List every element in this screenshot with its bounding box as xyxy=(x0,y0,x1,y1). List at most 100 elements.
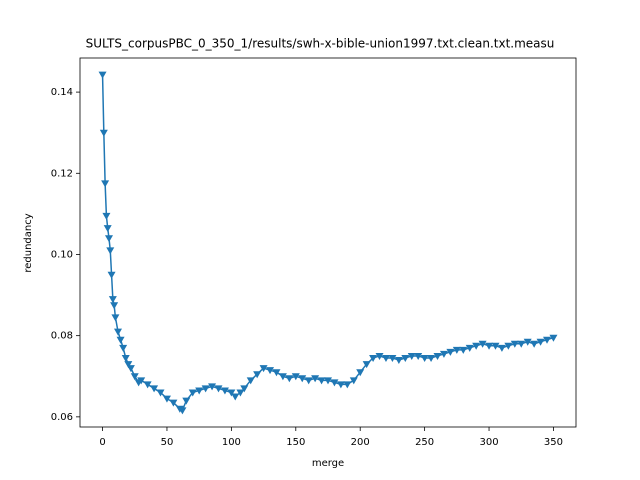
marker xyxy=(459,346,468,354)
marker xyxy=(130,373,139,381)
marker xyxy=(446,348,455,356)
marker xyxy=(111,314,120,322)
marker xyxy=(510,340,519,348)
marker xyxy=(517,340,526,348)
chart-title: SULTS_corpusPBC_0_350_1/results/swh-x-bi… xyxy=(86,37,555,51)
marker xyxy=(394,357,403,365)
marker xyxy=(324,377,332,385)
marker xyxy=(420,354,429,362)
marker xyxy=(369,354,378,362)
marker xyxy=(162,395,171,403)
x-tick-label: 300 xyxy=(479,437,498,448)
marker xyxy=(285,375,294,383)
marker xyxy=(478,340,487,348)
marker xyxy=(472,342,481,350)
marker xyxy=(231,393,240,401)
marker xyxy=(311,375,320,383)
marker xyxy=(266,367,275,375)
marker xyxy=(121,354,130,362)
marker xyxy=(106,247,115,255)
marker xyxy=(182,397,191,405)
marker xyxy=(124,361,133,369)
marker xyxy=(362,361,371,369)
marker xyxy=(452,346,461,354)
marker xyxy=(110,302,119,310)
y-tick-label: 0.12 xyxy=(51,168,73,179)
y-tick-label: 0.14 xyxy=(51,87,73,98)
marker xyxy=(304,377,313,385)
y-tick-label: 0.06 xyxy=(51,412,73,423)
marker xyxy=(214,385,223,393)
plot-frame xyxy=(79,57,577,428)
marker xyxy=(240,385,249,393)
marker xyxy=(530,340,539,348)
marker xyxy=(178,407,187,415)
marker xyxy=(236,389,245,397)
marker xyxy=(99,129,108,137)
marker xyxy=(549,334,558,342)
marker xyxy=(169,399,178,407)
marker xyxy=(102,212,111,220)
marker xyxy=(414,352,423,360)
marker xyxy=(188,389,197,397)
marker xyxy=(330,379,339,387)
x-tick-label: 350 xyxy=(544,437,563,448)
marker xyxy=(504,342,513,350)
marker xyxy=(336,381,345,389)
marker xyxy=(536,338,545,346)
marker xyxy=(272,369,281,377)
marker xyxy=(137,377,146,385)
marker xyxy=(291,373,300,381)
marker xyxy=(201,385,210,393)
marker xyxy=(401,354,410,362)
marker xyxy=(407,352,416,360)
marker xyxy=(349,377,358,385)
marker xyxy=(465,344,474,352)
x-tick-label: 100 xyxy=(222,437,241,448)
marker xyxy=(317,377,326,385)
marker xyxy=(356,369,365,377)
marker xyxy=(101,180,110,188)
marker xyxy=(253,371,262,379)
y-tick-label: 0.10 xyxy=(51,249,73,260)
marker xyxy=(375,352,384,360)
y-axis-label: redundancy xyxy=(23,213,34,272)
marker xyxy=(108,296,117,304)
marker xyxy=(278,373,287,381)
marker xyxy=(388,354,397,362)
marker xyxy=(543,336,552,344)
marker xyxy=(220,387,229,395)
x-axis-label: merge xyxy=(312,458,344,469)
x-tick-label: 0 xyxy=(99,437,105,448)
marker xyxy=(126,365,135,373)
marker xyxy=(107,271,116,279)
marker xyxy=(298,375,307,383)
x-tick-label: 200 xyxy=(351,437,370,448)
marker xyxy=(156,389,165,397)
marker xyxy=(381,354,390,362)
x-tick-label: 50 xyxy=(161,437,174,448)
marker xyxy=(114,328,123,336)
marker xyxy=(227,389,236,397)
marker xyxy=(343,381,352,389)
marker xyxy=(246,377,255,385)
marker xyxy=(119,344,128,352)
marker xyxy=(150,385,159,393)
marker xyxy=(485,342,494,350)
marker xyxy=(427,354,436,362)
marker xyxy=(104,235,113,243)
marker xyxy=(491,342,500,350)
marker xyxy=(116,336,125,344)
marker xyxy=(433,352,442,360)
marker xyxy=(195,387,204,395)
marker xyxy=(98,71,107,79)
marker xyxy=(103,225,112,233)
x-tick-label: 150 xyxy=(286,437,305,448)
marker xyxy=(439,350,448,358)
marker xyxy=(497,344,506,352)
marker xyxy=(208,383,217,391)
marker xyxy=(259,365,268,373)
